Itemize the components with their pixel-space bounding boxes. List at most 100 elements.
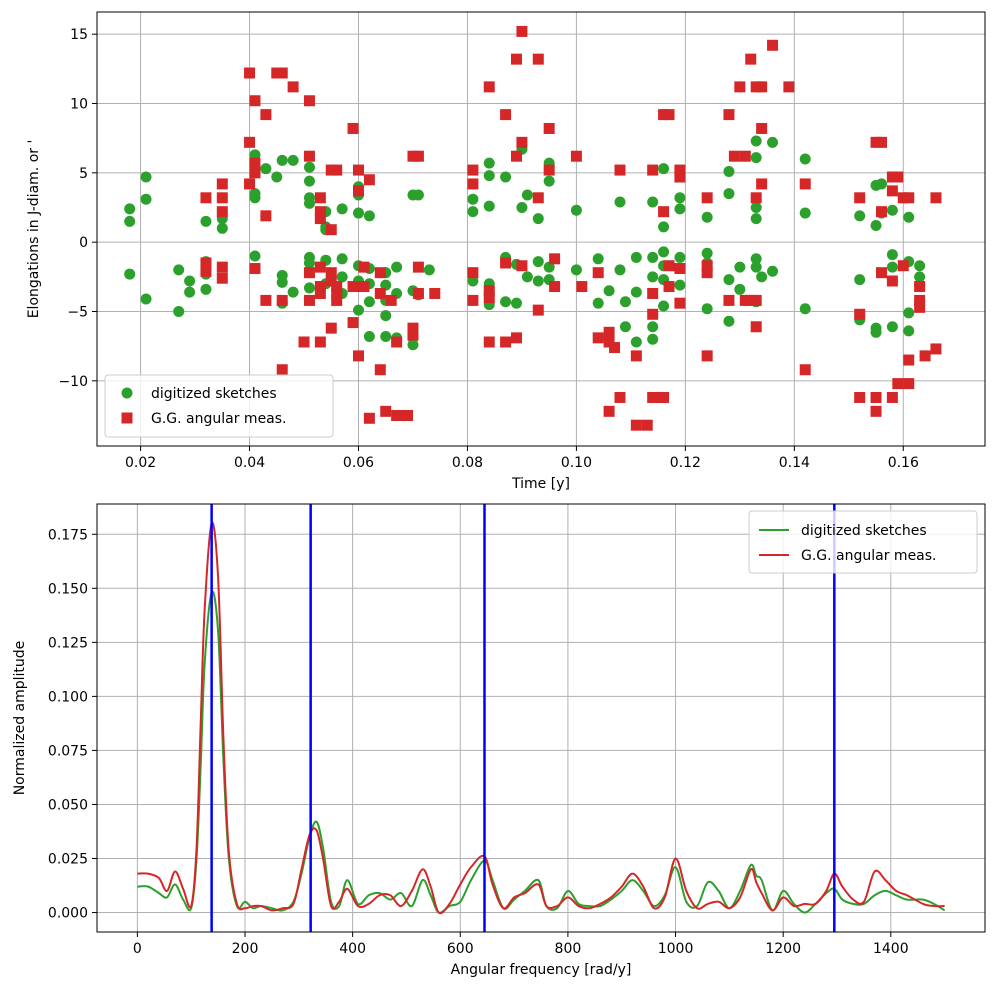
scatter-point-g-g-angular-meas xyxy=(358,261,370,273)
scatter-point-digitized-sketches xyxy=(336,253,348,265)
scatter-point-digitized-sketches xyxy=(750,152,762,164)
y-tick-label: 0.025 xyxy=(48,852,88,868)
scatter-point-g-g-angular-meas xyxy=(331,164,343,176)
scatter-point-digitized-sketches xyxy=(614,264,626,276)
scatter-point-g-g-angular-meas xyxy=(658,206,670,218)
scatter-point-digitized-sketches xyxy=(767,265,779,277)
scatter-point-digitized-sketches xyxy=(276,276,288,288)
scatter-point-g-g-angular-meas xyxy=(216,261,228,273)
y-tick-label: 0 xyxy=(79,235,88,251)
y-tick-label: −5 xyxy=(67,305,88,321)
scatter-point-g-g-angular-meas xyxy=(630,350,642,362)
scatter-point-g-g-angular-meas xyxy=(314,287,326,299)
spectrum-plot-frame xyxy=(96,503,986,933)
scatter-point-digitized-sketches xyxy=(363,210,375,222)
scatter-point-g-g-angular-meas xyxy=(260,210,272,222)
scatter-point-digitized-sketches xyxy=(184,275,196,287)
scatter-point-g-g-angular-meas xyxy=(380,405,392,417)
scatter-point-g-g-angular-meas xyxy=(483,336,495,348)
scatter-point-g-g-angular-meas xyxy=(543,122,555,134)
scatter-point-digitized-sketches xyxy=(750,135,762,147)
scatter-point-g-g-angular-meas xyxy=(647,164,659,176)
scatter-point-digitized-sketches xyxy=(647,196,659,208)
scatter-point-digitized-sketches xyxy=(380,330,392,342)
scatter-point-g-g-angular-meas xyxy=(331,287,343,299)
y-tick-label: 0.150 xyxy=(48,581,88,597)
scatter-chart: 0.02 0.04 0.06 0.08 0.10 0.12 0.14 0.16 −10 −5 0 5 1… xyxy=(26,11,986,492)
spectrum-ticks: 0 200 400 600 800 1000 1200 1400 0.000 0.025 0.050… xyxy=(48,527,909,957)
scatter-point-g-g-angular-meas xyxy=(592,267,604,279)
scatter-point-digitized-sketches xyxy=(799,207,811,219)
scatter-point-g-g-angular-meas xyxy=(303,95,315,107)
scatter-point-g-g-angular-meas xyxy=(647,287,659,299)
scatter-point-g-g-angular-meas xyxy=(249,157,261,169)
scatter-point-g-g-angular-meas xyxy=(374,364,386,376)
scatter-point-g-g-angular-meas xyxy=(407,322,419,334)
scatter-point-g-g-angular-meas xyxy=(303,150,315,162)
scatter-point-digitized-sketches xyxy=(521,189,533,201)
scatter-point-digitized-sketches xyxy=(592,253,604,265)
scatter-point-digitized-sketches xyxy=(914,271,926,283)
scatter-point-digitized-sketches xyxy=(363,330,375,342)
spectrum-legend-box xyxy=(748,510,978,574)
scatter-point-g-g-angular-meas xyxy=(603,405,615,417)
scatter-point-digitized-sketches xyxy=(619,296,631,308)
x-tick-label: 0.14 xyxy=(779,455,810,471)
scatter-point-g-g-angular-meas xyxy=(325,267,337,279)
scatter-point-digitized-sketches xyxy=(532,275,544,287)
scatter-point-g-g-angular-meas xyxy=(325,224,337,236)
scatter-point-g-g-angular-meas xyxy=(276,294,288,306)
x-tick-label: 800 xyxy=(555,941,582,957)
scatter-point-digitized-sketches xyxy=(303,282,315,294)
scatter-point-digitized-sketches xyxy=(875,178,887,190)
scatter-point-digitized-sketches xyxy=(674,251,686,263)
scatter-point-g-g-angular-meas xyxy=(914,281,926,293)
scatter-point-g-g-angular-meas xyxy=(875,206,887,218)
series-line-g-g-angular-meas xyxy=(137,521,945,915)
scatter-point-g-g-angular-meas xyxy=(663,281,675,293)
scatter-point-g-g-angular-meas xyxy=(363,412,375,424)
scatter-point-g-g-angular-meas xyxy=(532,53,544,65)
scatter-point-g-g-angular-meas xyxy=(249,167,261,179)
y-tick-label: 0.075 xyxy=(48,743,88,759)
scatter-point-digitized-sketches xyxy=(886,204,898,216)
scatter-point-g-g-angular-meas xyxy=(216,178,228,190)
scatter-point-digitized-sketches xyxy=(799,153,811,165)
scatter-point-g-g-angular-meas xyxy=(658,391,670,403)
scatter-point-g-g-angular-meas xyxy=(892,378,904,390)
x-tick-label: 200 xyxy=(232,941,259,957)
scatter-point-digitized-sketches xyxy=(380,310,392,322)
scatter-point-g-g-angular-meas xyxy=(930,192,942,204)
scatter-point-digitized-sketches xyxy=(249,149,261,161)
scatter-point-digitized-sketches xyxy=(467,193,479,205)
scatter-point-g-g-angular-meas xyxy=(325,322,337,334)
scatter-point-digitized-sketches xyxy=(701,211,713,223)
scatter-point-g-g-angular-meas xyxy=(352,164,364,176)
scatter-point-digitized-sketches xyxy=(500,296,512,308)
scatter-point-digitized-sketches xyxy=(767,136,779,148)
scatter-point-digitized-sketches xyxy=(870,220,882,232)
scatter-point-digitized-sketches xyxy=(799,303,811,315)
scatter-point-g-g-angular-meas xyxy=(483,285,495,297)
scatter-point-g-g-angular-meas xyxy=(500,257,512,269)
scatter-point-digitized-sketches xyxy=(647,321,659,333)
y-tick-label: 0.125 xyxy=(48,635,88,651)
scatter-point-g-g-angular-meas xyxy=(374,267,386,279)
scatter-point-g-g-angular-meas xyxy=(500,109,512,121)
scatter-point-g-g-angular-meas xyxy=(892,171,904,183)
scatter-point-g-g-angular-meas xyxy=(903,192,915,204)
series-g-g-angular-meas xyxy=(200,25,942,431)
scatter-point-digitized-sketches xyxy=(543,261,555,273)
scatter-point-g-g-angular-meas xyxy=(516,136,528,148)
scatter-point-digitized-sketches xyxy=(467,206,479,218)
scatter-point-g-g-angular-meas xyxy=(903,354,915,366)
spectrum-grid xyxy=(97,504,985,932)
scatter-point-g-g-angular-meas xyxy=(886,275,898,287)
scatter-point-g-g-angular-meas xyxy=(516,25,528,37)
x-tick-label: 1400 xyxy=(873,941,909,957)
scatter-point-g-g-angular-meas xyxy=(249,95,261,107)
scatter-legend-box xyxy=(104,374,334,438)
scatter-point-g-g-angular-meas xyxy=(674,164,686,176)
scatter-point-g-g-angular-meas xyxy=(412,261,424,273)
scatter-point-digitized-sketches xyxy=(914,260,926,272)
